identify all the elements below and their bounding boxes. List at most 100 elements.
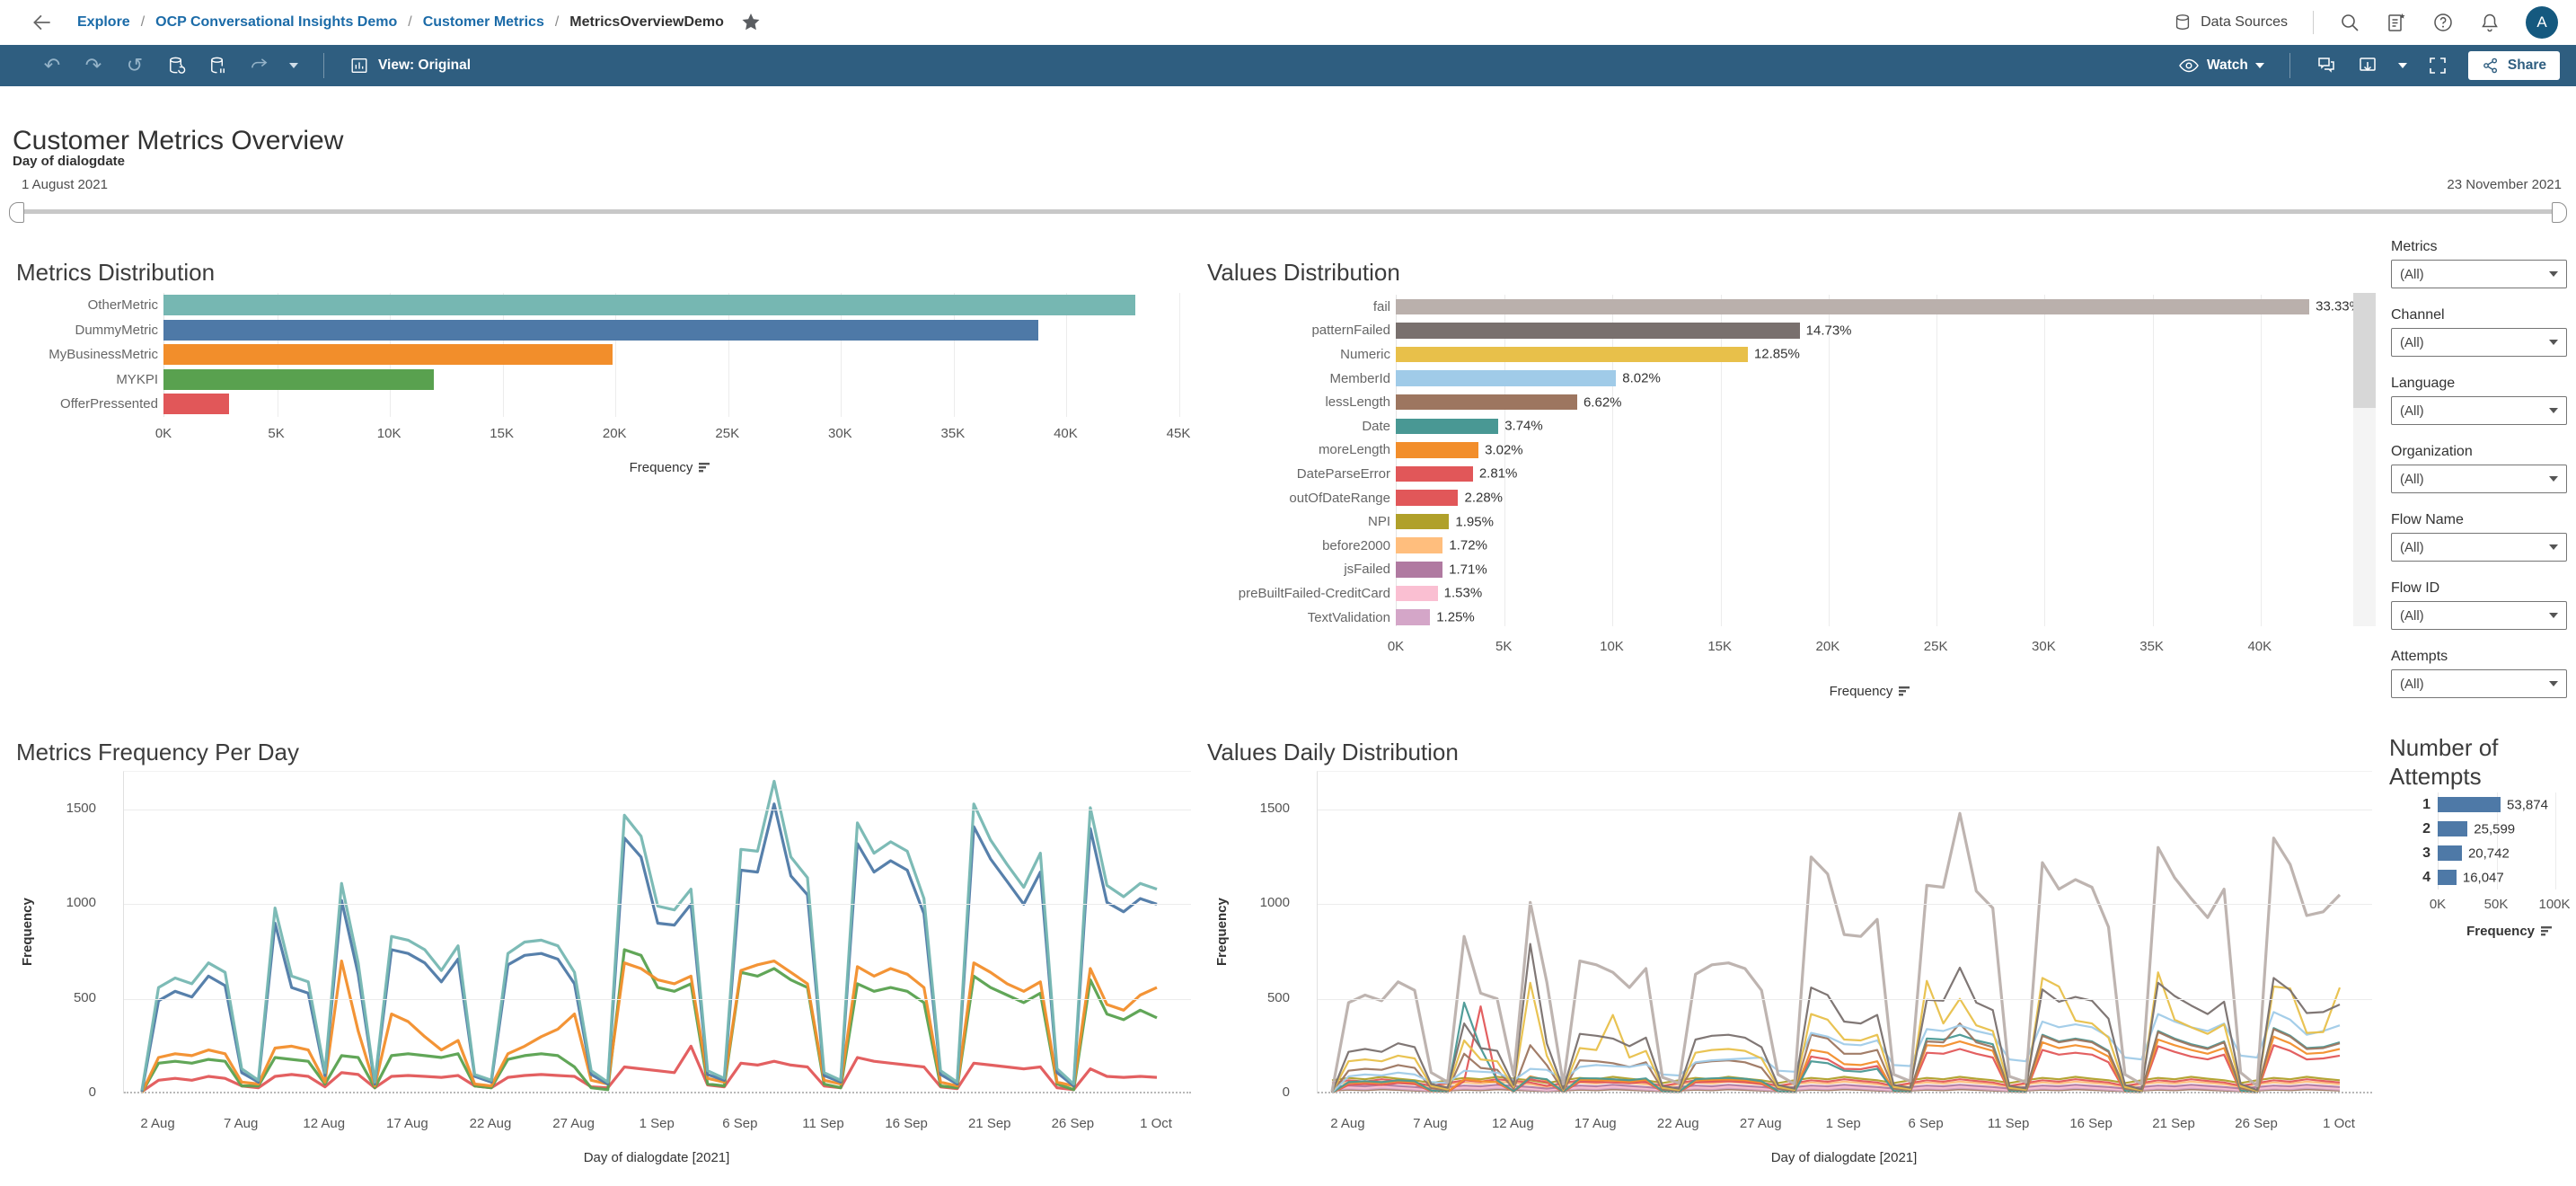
share-button[interactable]: Share — [2467, 51, 2560, 80]
breadcrumb-item[interactable]: OCP Conversational Insights Demo — [155, 14, 398, 30]
filter-label: Channel — [2391, 307, 2445, 323]
download-dropdown-caret[interactable] — [2397, 63, 2407, 68]
comments-icon[interactable] — [2316, 55, 2337, 76]
bar-mark[interactable] — [2438, 821, 2468, 836]
undo-button[interactable]: ↶ — [43, 54, 61, 76]
share-icon — [2482, 57, 2500, 75]
bar-mark[interactable] — [1396, 537, 1443, 553]
filter-dropdown-language[interactable]: (All) — [2391, 396, 2567, 425]
breadcrumb-item[interactable]: Explore — [77, 14, 130, 30]
table-row: NPI 1.95% — [1200, 509, 2359, 534]
sort-icon[interactable] — [2541, 925, 2554, 937]
sort-icon[interactable] — [1899, 686, 1912, 697]
bar-value-label: 16,047 — [2462, 870, 2504, 885]
bar-mark[interactable] — [163, 319, 1039, 341]
document-star-icon[interactable] — [2386, 12, 2407, 33]
bar-category-label: lessLength — [1325, 394, 1390, 411]
revert-button[interactable]: ↺ — [126, 54, 144, 76]
date-slider-handle-right[interactable] — [2552, 202, 2567, 223]
bar-mark[interactable] — [1396, 442, 1479, 458]
bar-mark[interactable] — [1396, 513, 1450, 530]
table-row: OfferPressented — [0, 392, 1186, 417]
bar-mark[interactable] — [1396, 585, 1438, 602]
chart-title-values-distribution: Values Distribution — [1207, 258, 1400, 286]
bar-mark[interactable] — [1396, 298, 2310, 315]
axis-tick-label: 21 Sep — [2152, 1116, 2195, 1131]
forward-dropdown-caret[interactable] — [289, 63, 298, 68]
refresh-data-icon[interactable] — [165, 55, 187, 76]
bar-mark[interactable] — [1396, 370, 1617, 386]
bar-mark[interactable] — [1396, 346, 1748, 363]
fullscreen-icon[interactable] — [2427, 55, 2448, 76]
scrollbar-thumb[interactable] — [2353, 293, 2376, 408]
forward-button[interactable] — [248, 55, 269, 76]
filter-dropdown-attempts[interactable]: (All) — [2391, 669, 2567, 698]
back-arrow-icon[interactable] — [31, 11, 54, 34]
line-series-TIN — [1331, 1088, 2341, 1093]
filter-group: Attempts (All) — [2391, 649, 2567, 698]
search-icon[interactable] — [2339, 12, 2360, 33]
bar-mark[interactable] — [1396, 465, 1473, 482]
favorite-star-icon[interactable] — [740, 12, 762, 33]
date-slider-track[interactable] — [14, 209, 2562, 214]
bar-mark[interactable] — [1396, 394, 1577, 411]
table-row: moreLength 3.02% — [1200, 438, 2359, 463]
bar-mark[interactable] — [1396, 562, 1443, 578]
line-series-patternFailed — [1330, 943, 2341, 1093]
metrics-distribution-chart: OtherMetric DummyMetric MyBusinessMetric MY… — [0, 293, 1190, 475]
line-series-preBuiltFailed-CreditCard — [1331, 1085, 2341, 1091]
bar-mark[interactable] — [2438, 797, 2501, 812]
axis-tick-label: 0K — [2429, 897, 2447, 912]
view-icon — [349, 56, 369, 75]
filter-dropdown-metrics[interactable]: (All) — [2391, 260, 2567, 288]
bar-mark[interactable] — [2438, 870, 2457, 885]
bar-value-label: 20,742 — [2467, 845, 2510, 861]
bar-category-label: preBuiltFailed-CreditCard — [1238, 585, 1390, 601]
axis-tick-label: 40K — [1054, 425, 1078, 441]
bar-category-label: moreLength — [1318, 442, 1390, 458]
avatar[interactable]: A — [2526, 6, 2558, 39]
date-slider-handle-left[interactable] — [9, 202, 24, 223]
table-row: MemberId 8.02% — [1200, 367, 2359, 391]
bar-mark[interactable] — [163, 394, 229, 415]
axis-tick-label: 30K — [827, 425, 852, 441]
filter-dropdown-flow-id[interactable]: (All) — [2391, 601, 2567, 630]
help-icon[interactable] — [2432, 12, 2454, 33]
axis-tick-label: 6 Sep — [1908, 1116, 1944, 1131]
table-row: outOfDateRange 2.28% — [1200, 486, 2359, 510]
bar-mark[interactable] — [1396, 490, 1459, 506]
gridlines — [2438, 792, 2556, 890]
bar-mark[interactable] — [163, 344, 613, 366]
filter-label: Metrics — [2391, 239, 2438, 254]
download-icon[interactable] — [2357, 55, 2378, 76]
filter-dropdown-channel[interactable]: (All) — [2391, 328, 2567, 357]
line-series-OtherMetric — [140, 779, 1158, 1092]
x-axis-title-row: Frequency — [163, 460, 1178, 475]
date-range-start: 1 August 2021 — [22, 177, 108, 192]
pause-updates-icon[interactable] — [207, 55, 228, 76]
filter-dropdown-flow-name[interactable]: (All) — [2391, 533, 2567, 562]
bar-mark[interactable] — [1396, 418, 1499, 435]
bar-mark[interactable] — [1396, 323, 1800, 339]
watch-button[interactable]: Watch — [2178, 55, 2264, 76]
axis-tick-label: 21 Sep — [967, 1116, 1011, 1131]
redo-button[interactable]: ↷ — [84, 54, 102, 76]
bar-value-label: 8.02% — [1622, 370, 1661, 386]
bar-value-label: 25,599 — [2474, 821, 2516, 836]
sort-icon[interactable] — [699, 462, 712, 474]
breadcrumb-item[interactable]: Customer Metrics — [422, 14, 544, 30]
bar-mark[interactable] — [163, 295, 1136, 316]
y-axis-tick-label: 1000 — [66, 895, 96, 911]
filter-dropdown-organization[interactable]: (All) — [2391, 465, 2567, 493]
notifications-bell-icon[interactable] — [2479, 12, 2501, 33]
view-label: View: Original — [378, 58, 472, 73]
values-chart-scrollbar — [2353, 293, 2376, 626]
data-sources-button[interactable]: Data Sources — [2173, 13, 2288, 32]
view-original-chip[interactable]: View: Original — [349, 56, 471, 75]
bar-category-label: MyBusinessMetric — [49, 347, 158, 363]
bar-mark[interactable] — [2438, 845, 2462, 861]
bar-mark[interactable] — [1396, 609, 1431, 625]
bar-mark[interactable] — [163, 368, 435, 390]
chevron-down-icon — [2549, 544, 2558, 550]
chart-title-number-of-attempts: Number of Attempts — [2389, 733, 2499, 791]
